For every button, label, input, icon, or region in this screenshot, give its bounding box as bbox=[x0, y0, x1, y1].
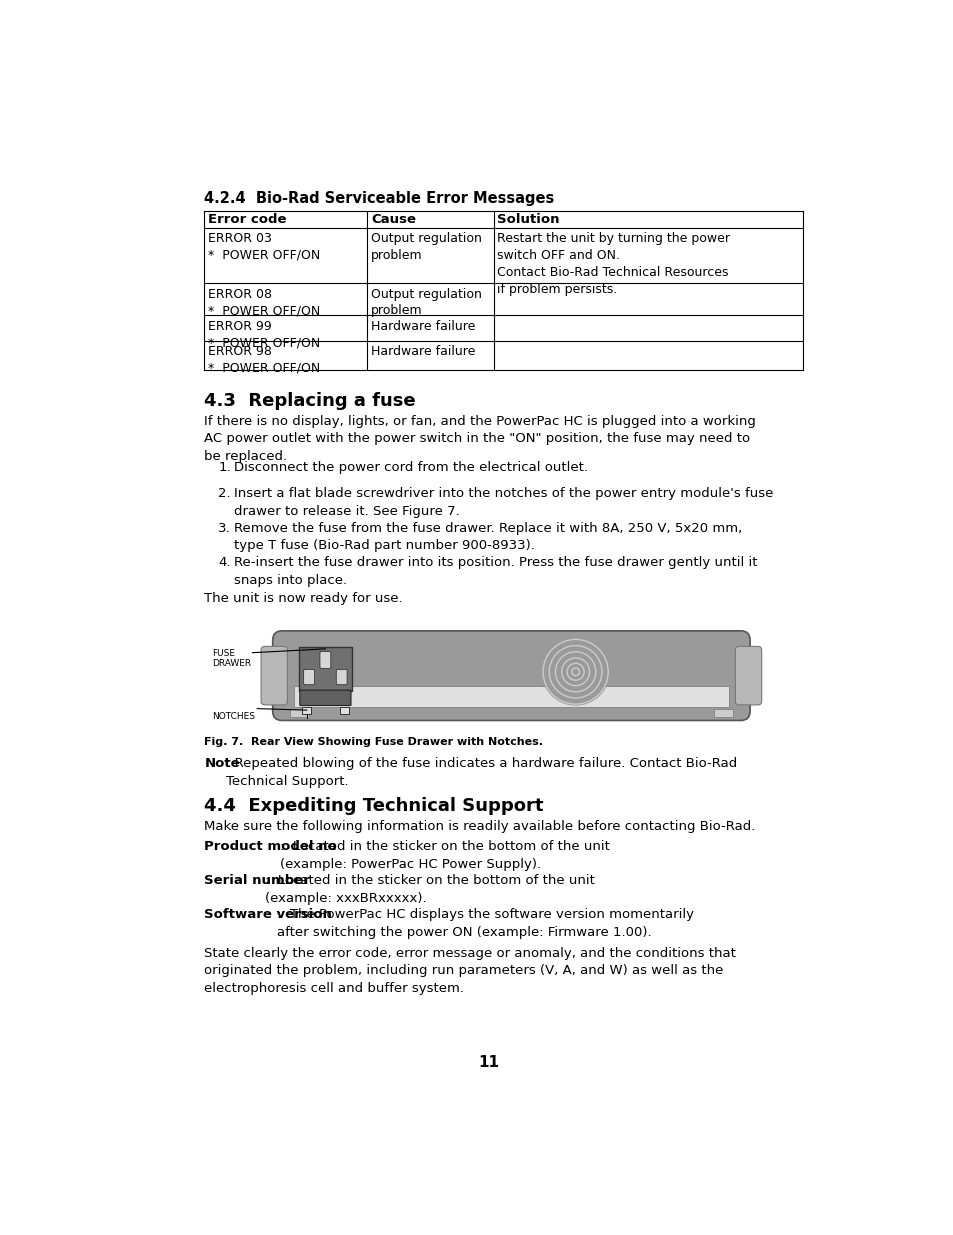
FancyBboxPatch shape bbox=[319, 652, 331, 668]
Text: Note: Note bbox=[204, 757, 240, 771]
Text: ERROR 08
*  POWER OFF/ON: ERROR 08 * POWER OFF/ON bbox=[208, 288, 320, 317]
Text: Solution: Solution bbox=[497, 212, 559, 226]
Text: Serial number: Serial number bbox=[204, 874, 310, 887]
Bar bbox=[713, 709, 732, 716]
Text: Restart the unit by turning the power
switch OFF and ON.
Contact Bio-Rad Technic: Restart the unit by turning the power sw… bbox=[497, 232, 730, 296]
Text: : Repeated blowing of the fuse indicates a hardware failure. Contact Bio-Rad
Tec: : Repeated blowing of the fuse indicates… bbox=[226, 757, 737, 788]
FancyBboxPatch shape bbox=[303, 669, 314, 684]
Text: Fig. 7.  Rear View Showing Fuse Drawer with Notches.: Fig. 7. Rear View Showing Fuse Drawer wi… bbox=[204, 737, 543, 747]
Text: Output regulation
problem: Output regulation problem bbox=[371, 232, 481, 262]
Text: 3.: 3. bbox=[218, 521, 231, 535]
Bar bbox=[302, 708, 311, 714]
Text: Hardware failure: Hardware failure bbox=[371, 346, 475, 358]
Text: :  The PowerPac HC displays the software version momentarily
after switching the: : The PowerPac HC displays the software … bbox=[276, 908, 693, 939]
Text: ERROR 98
*  POWER OFF/ON: ERROR 98 * POWER OFF/ON bbox=[208, 346, 320, 374]
Text: 2.: 2. bbox=[218, 487, 231, 500]
Bar bbox=[298, 647, 352, 690]
Text: Remove the fuse from the fuse drawer. Replace it with 8A, 250 V, 5x20 mm,
type T: Remove the fuse from the fuse drawer. Re… bbox=[233, 521, 741, 552]
Text: State clearly the error code, error message or anomaly, and the conditions that
: State clearly the error code, error mess… bbox=[204, 946, 736, 994]
Bar bbox=[294, 685, 728, 708]
FancyBboxPatch shape bbox=[261, 646, 287, 705]
Text: Re-insert the fuse drawer into its position. Press the fuse drawer gently until : Re-insert the fuse drawer into its posit… bbox=[233, 556, 757, 587]
Circle shape bbox=[541, 638, 609, 705]
Text: 11: 11 bbox=[477, 1055, 499, 1070]
Text: ERROR 99
*  POWER OFF/ON: ERROR 99 * POWER OFF/ON bbox=[208, 320, 320, 350]
Text: Product model no: Product model no bbox=[204, 840, 337, 853]
Text: ERROR 03
*  POWER OFF/ON: ERROR 03 * POWER OFF/ON bbox=[208, 232, 320, 262]
Text: 4.3  Replacing a fuse: 4.3 Replacing a fuse bbox=[204, 391, 416, 410]
Text: Make sure the following information is readily available before contacting Bio-R: Make sure the following information is r… bbox=[204, 820, 755, 834]
Text: 4.: 4. bbox=[218, 556, 231, 569]
Text: The unit is now ready for use.: The unit is now ready for use. bbox=[204, 593, 403, 605]
FancyBboxPatch shape bbox=[299, 690, 351, 705]
Text: Error code: Error code bbox=[208, 212, 287, 226]
Text: Disconnect the power cord from the electrical outlet.: Disconnect the power cord from the elect… bbox=[233, 461, 587, 474]
Bar bbox=[340, 708, 348, 714]
Text: 4.4  Expediting Technical Support: 4.4 Expediting Technical Support bbox=[204, 797, 543, 815]
Text: Software version: Software version bbox=[204, 908, 332, 921]
FancyBboxPatch shape bbox=[273, 631, 749, 720]
Text: Hardware failure: Hardware failure bbox=[371, 320, 475, 333]
FancyBboxPatch shape bbox=[735, 646, 760, 705]
Text: :  Located in the sticker on the bottom of the unit
(example: PowerPac HC Power : : Located in the sticker on the bottom o… bbox=[279, 840, 609, 871]
Text: 1.: 1. bbox=[218, 461, 231, 474]
Text: Cause: Cause bbox=[371, 212, 416, 226]
Text: :  Located in the sticker on the bottom of the unit
(example: xxxBRxxxxx).: : Located in the sticker on the bottom o… bbox=[265, 874, 595, 905]
Text: 4.2.4  Bio-Rad Serviceable Error Messages: 4.2.4 Bio-Rad Serviceable Error Messages bbox=[204, 190, 554, 205]
Text: If there is no display, lights, or fan, and the PowerPac HC is plugged into a wo: If there is no display, lights, or fan, … bbox=[204, 415, 756, 463]
FancyBboxPatch shape bbox=[335, 669, 347, 684]
Text: FUSE
DRAWER: FUSE DRAWER bbox=[212, 648, 251, 668]
Text: Output regulation
problem: Output regulation problem bbox=[371, 288, 481, 317]
Text: NOTCHES: NOTCHES bbox=[212, 713, 255, 721]
Text: Insert a flat blade screwdriver into the notches of the power entry module's fus: Insert a flat blade screwdriver into the… bbox=[233, 487, 773, 517]
Bar bbox=[290, 709, 309, 716]
